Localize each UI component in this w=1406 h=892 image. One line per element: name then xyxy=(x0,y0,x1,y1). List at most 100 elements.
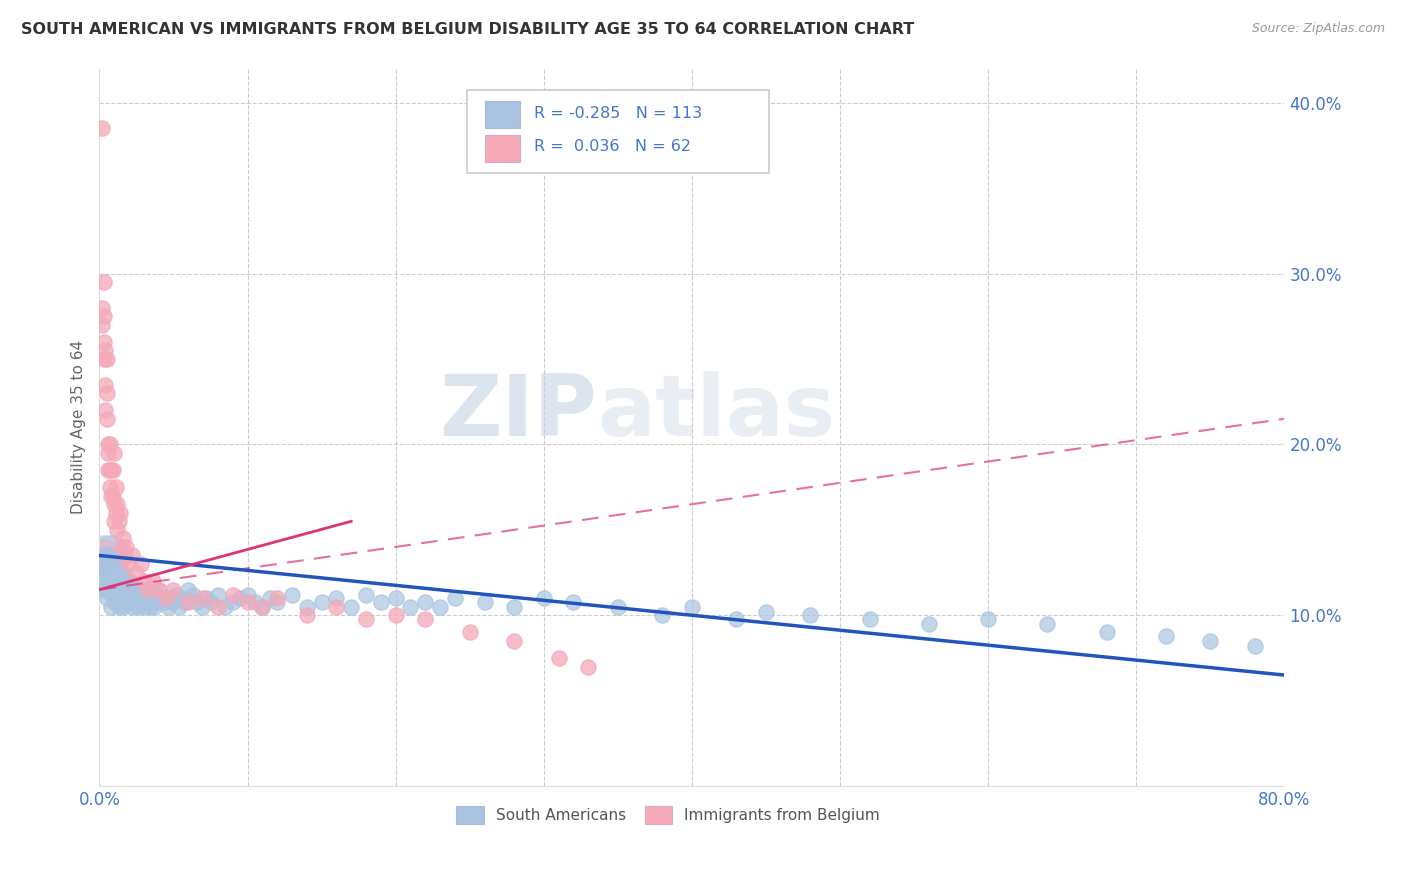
Point xyxy=(108,506,131,520)
Text: Source: ZipAtlas.com: Source: ZipAtlas.com xyxy=(1251,22,1385,36)
Point xyxy=(97,446,120,460)
Point xyxy=(129,594,152,608)
Point xyxy=(105,591,128,606)
Point xyxy=(127,599,149,614)
Point xyxy=(93,310,115,324)
Point xyxy=(236,588,259,602)
Point xyxy=(132,574,155,588)
Point xyxy=(1036,616,1059,631)
Point xyxy=(91,301,114,315)
Text: R = -0.285   N = 113: R = -0.285 N = 113 xyxy=(534,105,703,120)
Point xyxy=(94,560,117,574)
Point xyxy=(354,612,377,626)
Point xyxy=(112,574,135,588)
Point xyxy=(101,463,124,477)
Point xyxy=(136,594,159,608)
Point xyxy=(101,577,124,591)
Point xyxy=(166,588,188,602)
Point xyxy=(91,557,114,571)
Point xyxy=(118,574,141,588)
Point xyxy=(98,463,121,477)
Point xyxy=(169,599,191,614)
Point xyxy=(1154,629,1177,643)
Point xyxy=(190,599,212,614)
Point xyxy=(159,591,181,606)
Point xyxy=(266,591,288,606)
Point xyxy=(148,582,170,597)
Point xyxy=(295,599,318,614)
Point xyxy=(101,557,124,571)
Point xyxy=(111,588,134,602)
Point xyxy=(533,591,555,606)
Point xyxy=(96,351,118,366)
Text: R =  0.036   N = 62: R = 0.036 N = 62 xyxy=(534,139,692,154)
Point xyxy=(100,560,122,574)
Point xyxy=(325,591,347,606)
Point xyxy=(93,351,115,366)
Point xyxy=(121,549,143,563)
Point xyxy=(755,605,778,619)
Point xyxy=(111,588,134,602)
Point xyxy=(977,612,1000,626)
Point xyxy=(103,497,125,511)
Point xyxy=(259,591,281,606)
FancyBboxPatch shape xyxy=(485,135,520,161)
Point xyxy=(135,588,157,602)
FancyBboxPatch shape xyxy=(485,101,520,128)
Point xyxy=(96,411,118,425)
Point xyxy=(96,560,118,574)
Point xyxy=(918,616,941,631)
Point xyxy=(134,591,156,606)
Legend: South Americans, Immigrants from Belgium: South Americans, Immigrants from Belgium xyxy=(450,800,886,830)
Point xyxy=(111,540,134,554)
Point xyxy=(681,599,703,614)
Point xyxy=(112,599,135,614)
Point xyxy=(384,608,406,623)
Point xyxy=(115,540,138,554)
Point xyxy=(354,588,377,602)
Point xyxy=(252,599,274,614)
Point xyxy=(118,594,141,608)
Point xyxy=(107,514,129,528)
Text: atlas: atlas xyxy=(598,371,835,454)
Point xyxy=(143,599,166,614)
Point xyxy=(474,594,496,608)
Point xyxy=(142,594,165,608)
Point xyxy=(93,574,115,588)
Point xyxy=(104,506,127,520)
Point xyxy=(112,532,135,546)
Point xyxy=(94,403,117,417)
Point xyxy=(100,599,122,614)
Point xyxy=(114,594,136,608)
Point xyxy=(174,594,197,608)
Point xyxy=(503,599,526,614)
Point xyxy=(103,571,125,585)
Point xyxy=(93,275,115,289)
Point xyxy=(429,599,451,614)
Point xyxy=(94,343,117,358)
Point xyxy=(458,625,481,640)
Point xyxy=(94,582,117,597)
Point xyxy=(281,588,304,602)
Point xyxy=(98,574,121,588)
Point xyxy=(129,557,152,571)
Point xyxy=(125,591,148,606)
Point xyxy=(799,608,821,623)
Point xyxy=(121,577,143,591)
Point xyxy=(114,549,136,563)
Point xyxy=(120,582,142,597)
Point xyxy=(547,651,569,665)
Point xyxy=(1095,625,1118,640)
Point xyxy=(103,446,125,460)
Point xyxy=(172,591,194,606)
Point xyxy=(98,571,121,585)
Point xyxy=(576,659,599,673)
Y-axis label: Disability Age 35 to 64: Disability Age 35 to 64 xyxy=(72,340,86,515)
Point xyxy=(97,571,120,585)
Point xyxy=(100,549,122,563)
Point xyxy=(98,480,121,494)
Point xyxy=(93,334,115,349)
Point xyxy=(229,591,252,606)
Point xyxy=(399,599,422,614)
Point xyxy=(413,594,436,608)
